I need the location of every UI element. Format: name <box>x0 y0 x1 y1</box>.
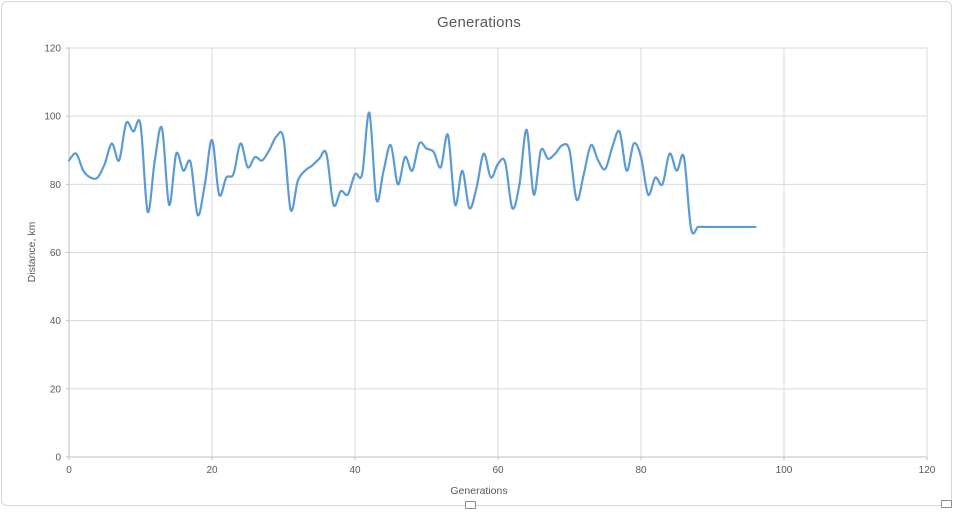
x-tick-label: 60 <box>492 465 504 476</box>
x-tick-label: 120 <box>919 465 936 476</box>
x-tick-label: 100 <box>776 465 793 476</box>
y-tick-label: 60 <box>50 248 62 259</box>
chart-area[interactable]: Generations 0 20 40 60 80 100 120 0 20 40 60 80 100 1… <box>1 1 952 506</box>
x-tick-label: 0 <box>66 465 72 476</box>
chart-title: Generations <box>437 14 521 31</box>
y-tick-label: 40 <box>50 316 62 327</box>
x-tick-label: 20 <box>206 465 218 476</box>
x-tick-label: 80 <box>635 465 647 476</box>
y-tick-label: 100 <box>44 112 61 123</box>
x-axis-title: Generations <box>450 485 508 497</box>
y-tick-label: 0 <box>55 453 61 464</box>
x-tick-label: 40 <box>349 465 361 476</box>
data-series-line <box>67 111 757 235</box>
resize-handle-bottom-right[interactable] <box>941 500 952 508</box>
y-axis-title: Distance, km <box>26 221 38 283</box>
y-tick-label: 80 <box>50 180 62 191</box>
y-tick-label: 120 <box>44 44 61 55</box>
resize-handle-bottom[interactable] <box>465 501 476 509</box>
y-tick-label: 20 <box>50 384 62 395</box>
